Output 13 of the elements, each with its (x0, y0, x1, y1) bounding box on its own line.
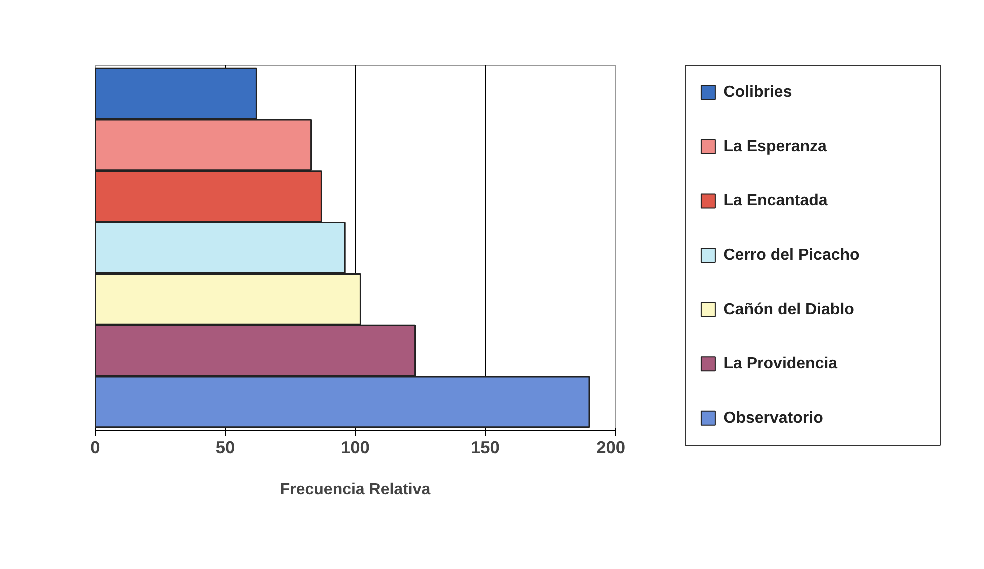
x-tick-label: 0 (90, 438, 100, 458)
legend-label: La Providencia (724, 356, 838, 373)
legend-label: Colibries (724, 84, 792, 102)
x-tick-label: 100 (341, 438, 370, 458)
legend-label: La Esperanza (724, 138, 828, 156)
legend-label: Cañón del Diablo (724, 301, 855, 318)
legend-label: La Encantada (724, 192, 828, 210)
x-tick-label: 50 (216, 438, 236, 458)
legend-label: Cerro del Picacho (724, 247, 860, 264)
legend-label: Observatorio (724, 410, 824, 427)
x-tick-label: 150 (471, 438, 500, 458)
x-axis-title: Frecuencia Relativa (280, 482, 431, 498)
x-tick-label: 200 (596, 438, 626, 458)
